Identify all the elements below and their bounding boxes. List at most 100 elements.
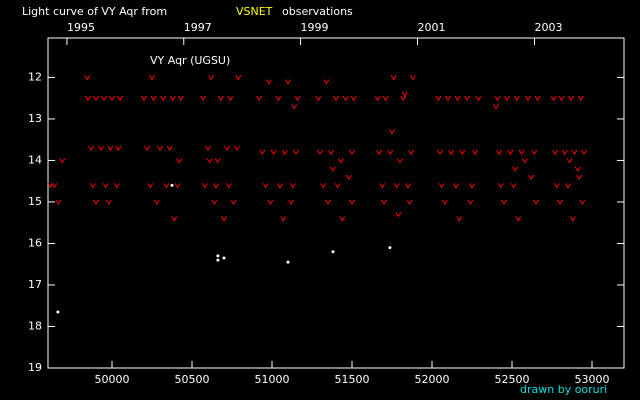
upper-limit-mark <box>59 158 66 164</box>
upper-limit-mark <box>177 95 184 102</box>
upper-limit-mark <box>281 149 288 156</box>
top-tick-label: 1995 <box>67 21 95 34</box>
upper-limit-mark <box>453 183 459 189</box>
upper-limit-mark <box>550 95 557 102</box>
upper-limit-mark <box>437 149 443 156</box>
upper-limit-mark <box>558 95 565 102</box>
upper-limit-mark <box>221 216 227 222</box>
upper-limit-mark <box>448 149 455 156</box>
upper-limit-mark <box>150 95 157 102</box>
upper-limit-mark <box>47 183 54 189</box>
upper-limit-mark <box>105 199 112 205</box>
upper-limit-mark <box>270 149 277 156</box>
upper-limit-mark <box>350 95 357 102</box>
upper-limit-mark <box>409 75 416 81</box>
upper-limit-mark <box>259 149 266 156</box>
upper-limit-mark <box>144 145 151 151</box>
upper-limit-mark <box>408 149 415 156</box>
annotation: VY Aqr (UGSU) <box>150 54 230 67</box>
upper-limit-mark <box>574 166 581 172</box>
upper-limit-mark <box>445 95 451 102</box>
upper-limit-mark <box>515 216 522 222</box>
upper-limit-mark <box>571 149 578 156</box>
upper-limit-mark <box>333 95 339 102</box>
upper-limit-mark <box>464 95 471 102</box>
upper-limit-mark <box>376 149 383 156</box>
upper-limit-mark <box>390 75 397 81</box>
upper-limit-mark <box>224 145 231 151</box>
upper-limit-mark <box>393 183 400 189</box>
upper-limit-mark <box>169 95 176 102</box>
detection-mark <box>286 260 290 264</box>
upper-limit-mark <box>227 95 234 102</box>
upper-limit-mark <box>565 183 571 189</box>
detection-mark <box>56 310 60 314</box>
upper-limit-mark <box>230 199 237 205</box>
title-highlight: VSNET <box>236 5 273 18</box>
upper-limit-mark <box>51 183 58 189</box>
upper-limit-mark <box>405 183 411 189</box>
detection-mark <box>388 246 392 250</box>
upper-limit-mark <box>117 95 123 102</box>
x-tick-label: 52500 <box>495 373 530 386</box>
upper-limit-mark <box>577 95 584 102</box>
upper-limit-mark <box>97 145 104 151</box>
upper-limit-mark <box>157 145 163 151</box>
upper-limit-mark <box>534 95 541 102</box>
upper-limit-mark <box>329 166 336 172</box>
y-tick-label: 15 <box>28 195 42 208</box>
upper-limit-mark <box>85 95 91 102</box>
upper-limit-mark <box>277 183 283 189</box>
detection-mark <box>216 258 220 262</box>
upper-limit-mark <box>552 149 559 156</box>
upper-limit-mark <box>275 95 282 102</box>
top-tick-label: 2001 <box>418 21 446 34</box>
upper-limit-mark <box>568 95 575 102</box>
upper-limit-mark <box>493 104 499 110</box>
upper-limit-mark <box>521 158 528 164</box>
upper-limit-mark <box>153 199 160 205</box>
upper-limit-mark <box>374 95 381 102</box>
credit: drawn by ooruri <box>520 383 607 396</box>
upper-limit-mark <box>382 95 389 102</box>
upper-limit-mark <box>317 149 323 156</box>
upper-limit-mark <box>174 183 181 189</box>
x-tick-label: 52000 <box>415 373 450 386</box>
upper-limit-mark <box>88 145 95 151</box>
upper-limit-mark <box>320 183 327 189</box>
upper-limit-mark <box>579 199 586 205</box>
upper-limit-mark <box>262 183 269 189</box>
upper-limit-mark <box>289 183 296 189</box>
upper-limit-mark <box>507 149 514 156</box>
upper-limit-mark <box>406 199 413 205</box>
upper-limit-mark <box>93 199 99 205</box>
upper-limit-mark <box>325 199 331 205</box>
upper-limit-mark <box>454 95 461 102</box>
upper-limit-mark <box>401 91 408 97</box>
upper-limit-mark <box>280 216 287 222</box>
upper-limit-mark <box>472 149 479 156</box>
upper-limit-mark <box>214 158 221 164</box>
upper-limit-mark <box>339 216 346 222</box>
upper-limit-mark <box>531 149 538 156</box>
upper-limit-mark <box>459 149 466 156</box>
upper-limit-mark <box>217 95 224 102</box>
upper-limit-mark <box>467 199 474 205</box>
upper-limit-mark <box>494 95 501 102</box>
upper-limit-mark <box>107 145 114 151</box>
upper-limit-mark <box>93 95 99 102</box>
plot-frame <box>47 37 625 369</box>
upper-limit-mark <box>438 183 445 189</box>
upper-limit-mark <box>469 183 475 189</box>
upper-limit-mark <box>160 95 167 102</box>
upper-limit-mark <box>141 95 147 102</box>
upper-limit-mark <box>166 145 173 151</box>
upper-limit-mark <box>315 95 322 102</box>
top-tick-label: 2003 <box>534 21 562 34</box>
upper-limit-mark <box>456 216 463 222</box>
y-tick-label: 14 <box>28 153 42 166</box>
upper-limit-mark <box>435 95 442 102</box>
upper-limit-mark <box>163 183 170 189</box>
upper-limit-mark <box>349 199 355 205</box>
